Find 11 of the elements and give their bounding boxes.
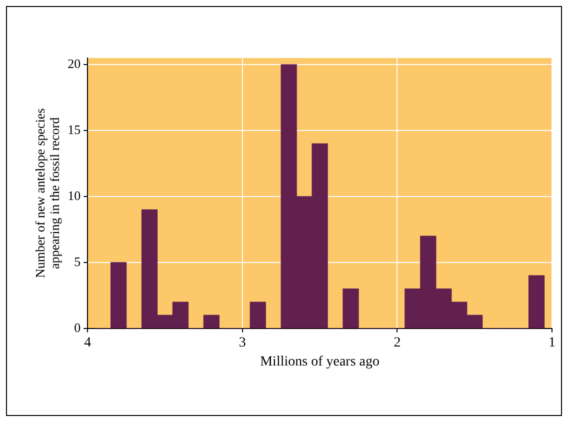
y-tick-label: 20 (68, 56, 81, 72)
x-tick-label: 1 (548, 335, 556, 350)
x-tick-label: 2 (394, 335, 401, 350)
x-axis-title: Millions of years ago (260, 354, 380, 370)
x-tick-label: 3 (238, 335, 246, 350)
y-tick-label: 0 (74, 320, 81, 335)
y-tick-label: 5 (74, 254, 81, 269)
x-tick-label: 4 (84, 335, 92, 350)
y-axis-title: Number of new antelope species appearing in the fossil record (32, 108, 62, 278)
y-tick-label: 15 (68, 122, 81, 137)
y-tick-label: 10 (68, 188, 81, 203)
